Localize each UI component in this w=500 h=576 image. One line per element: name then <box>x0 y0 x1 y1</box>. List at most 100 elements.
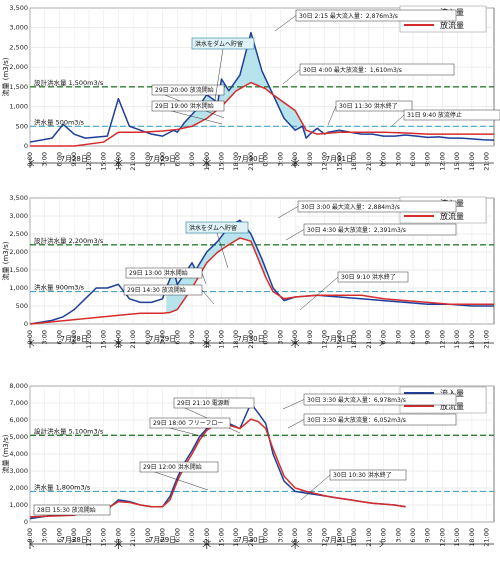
x-tick-label: 9:00 <box>188 152 196 167</box>
y-tick-label: 3,500 <box>9 4 28 12</box>
annotation-box <box>149 417 231 429</box>
x-tick-label: 18:00 <box>232 528 240 547</box>
annotation-leader <box>201 289 215 305</box>
annotation-box <box>403 109 500 121</box>
annotation-leader <box>299 276 339 311</box>
y-tick-label: 1,000 <box>9 501 28 509</box>
day-arrow-left <box>29 339 35 347</box>
x-tick-label: 3:00 <box>41 152 49 167</box>
x-tick-label: 15:00 <box>335 330 343 349</box>
x-tick-label: 18:00 <box>232 330 240 349</box>
y-tick-label: 4,000 <box>9 450 28 458</box>
x-tick-label: 0:00 <box>144 330 152 345</box>
day-arrow-right <box>379 159 385 167</box>
y-tick-label: 2,500 <box>9 230 28 238</box>
inflow-series-line <box>29 219 494 325</box>
annotation-text: 29日 21:10 電源断 <box>177 399 230 407</box>
y-tick-label: 6,000 <box>9 416 28 424</box>
x-tick-label: 21:00 <box>483 528 491 547</box>
annotation-text: 31日 9:40 放流停止 <box>407 111 462 119</box>
x-tick-label: 18:00 <box>468 152 476 171</box>
storage-fill <box>166 220 266 313</box>
annotation-text: 30日 2:15 最大流入量：2,876m3/s <box>299 12 398 20</box>
x-tick-label: 15:00 <box>217 330 225 349</box>
day-label: 7月31日 <box>326 155 353 163</box>
x-tick-label: 15:00 <box>335 528 343 547</box>
flood-threshold-label: 洪水量 500m3/s <box>34 117 85 126</box>
x-tick-label: 3:00 <box>394 330 402 345</box>
storage-leader <box>214 48 224 101</box>
x-tick-label: 0:00 <box>144 528 152 543</box>
x-tick-label: 21:00 <box>483 330 491 349</box>
x-tick-label: 15:00 <box>217 528 225 547</box>
day-label: 7月30日 <box>237 536 264 544</box>
annotation-box <box>303 223 457 236</box>
x-tick-label: 9:00 <box>306 330 314 345</box>
y-axis-label: 流量 (m3/s) <box>1 241 10 280</box>
y-tick-label: 3,000 <box>9 24 28 32</box>
y-tick-label: 2,500 <box>9 43 28 51</box>
x-tick-label: 6:00 <box>409 528 417 543</box>
x-tick-label: 15:00 <box>100 330 108 349</box>
annotation-box <box>303 393 457 406</box>
x-tick-label: 9:00 <box>188 528 196 543</box>
y-axis-label: 流量 (m3/s) <box>1 434 10 473</box>
x-tick-label: 12:00 <box>85 528 93 547</box>
legend-label-outflow: 放流量 <box>440 401 464 411</box>
x-tick-label: 6:00 <box>409 152 417 167</box>
outflow-series-line <box>29 237 494 325</box>
x-tick-label: 0:00 <box>26 330 34 345</box>
x-tick-label: 12:00 <box>85 330 93 349</box>
x-tick-label: 18:00 <box>350 330 358 349</box>
flood-threshold-label: 洪水量 1,800m3/s <box>34 482 91 491</box>
y-tick-label: 500 <box>16 122 28 130</box>
y-tick-label: 1,500 <box>9 83 28 91</box>
annotation-box <box>299 63 455 76</box>
x-tick-label: 0:00 <box>26 528 34 543</box>
storage-label: 洪水をダムへ貯留 <box>189 224 237 232</box>
x-tick-label: 0:00 <box>262 528 270 543</box>
x-tick-label: 21:00 <box>129 330 137 349</box>
x-tick-label: 9:00 <box>70 152 78 167</box>
x-tick-label: 12:00 <box>321 330 329 349</box>
x-tick-label: 0:00 <box>262 330 270 345</box>
annotation-text: 30日 3:00 最大流入量：2,884m3/s <box>301 203 400 211</box>
day-arrow-left <box>294 159 300 167</box>
annotation-text: 30日 4:30 最大放流量：2,391m3/s <box>307 226 406 234</box>
x-tick-label: 12:00 <box>203 528 211 547</box>
x-tick-label: 6:00 <box>409 330 417 345</box>
day-arrow-left <box>117 159 123 167</box>
x-tick-label: 12:00 <box>438 152 446 171</box>
x-tick-label: 21:00 <box>247 528 255 547</box>
day-label: 7月28日 <box>61 335 88 343</box>
x-tick-label: 21:00 <box>483 152 491 171</box>
annotation-text: 30日 3:30 最大流入量：6,978m3/s <box>307 396 406 404</box>
chart-panel-3: 0 1,000 2,000 3,000 4,000 5,000 6,000 7,000 8,00… <box>1 382 495 549</box>
x-tick-label: 21:00 <box>129 528 137 547</box>
day-arrow-left <box>294 339 300 347</box>
annotation-box <box>335 100 413 112</box>
x-tick-label: 0:00 <box>380 528 388 543</box>
x-tick-label: 3:00 <box>41 528 49 543</box>
annotation-leader <box>274 15 297 32</box>
x-tick-label: 21:00 <box>247 152 255 171</box>
day-label: 7月31日 <box>326 335 353 343</box>
x-tick-label: 18:00 <box>232 152 240 171</box>
storage-fill <box>177 32 307 139</box>
y-tick-label: 0 <box>24 142 28 150</box>
legend-label-outflow: 放流量 <box>440 20 464 30</box>
y-tick-label: 2,000 <box>9 63 28 71</box>
x-tick-label: 12:00 <box>85 152 93 171</box>
annotation-box <box>151 100 225 112</box>
annotation-box <box>329 469 407 481</box>
day-arrow-left <box>117 339 123 347</box>
annotation-text: 30日 3:30 最大放流量：6,052m3/s <box>307 416 406 424</box>
y-tick-label: 0 <box>24 518 28 526</box>
day-arrow-left <box>206 159 211 167</box>
x-tick-label: 21:00 <box>365 528 373 547</box>
x-tick-label: 3:00 <box>276 152 284 167</box>
legend-label-outflow: 放流量 <box>440 211 464 221</box>
x-tick-label: 9:00 <box>70 528 78 543</box>
y-tick-label: 2,000 <box>9 248 28 256</box>
x-tick-label: 18:00 <box>468 528 476 547</box>
